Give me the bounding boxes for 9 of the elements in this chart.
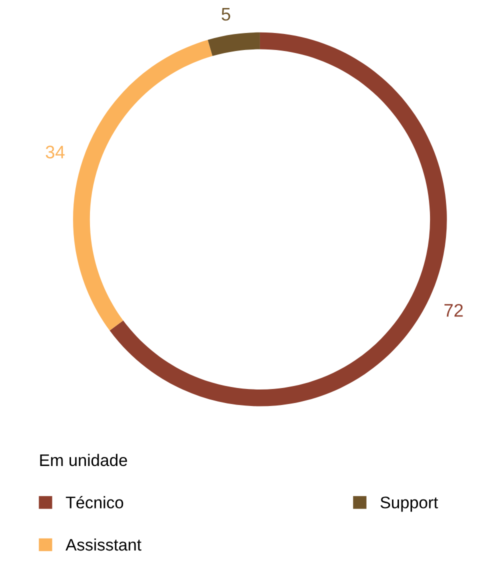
data-label: 34 [46,146,65,158]
legend-label: Support [380,496,438,512]
data-label: 72 [444,304,463,317]
legend-title: Em unidade [40,454,128,466]
legend-label: Técnico [66,496,124,508]
data-label: 5 [222,8,230,21]
donut-slice [208,32,260,56]
legend-label: Assisstant [66,538,142,551]
donut-slice [73,40,212,330]
